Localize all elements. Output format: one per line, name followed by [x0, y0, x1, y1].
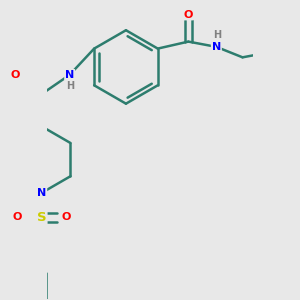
Text: O: O	[11, 70, 20, 80]
Text: N: N	[65, 70, 74, 80]
Text: S: S	[37, 211, 46, 224]
Text: H: H	[67, 81, 75, 91]
Text: H: H	[213, 30, 221, 40]
Text: O: O	[184, 10, 193, 20]
Text: N: N	[37, 188, 46, 198]
Text: O: O	[13, 212, 22, 222]
Text: N: N	[212, 42, 221, 52]
Text: O: O	[61, 212, 71, 222]
